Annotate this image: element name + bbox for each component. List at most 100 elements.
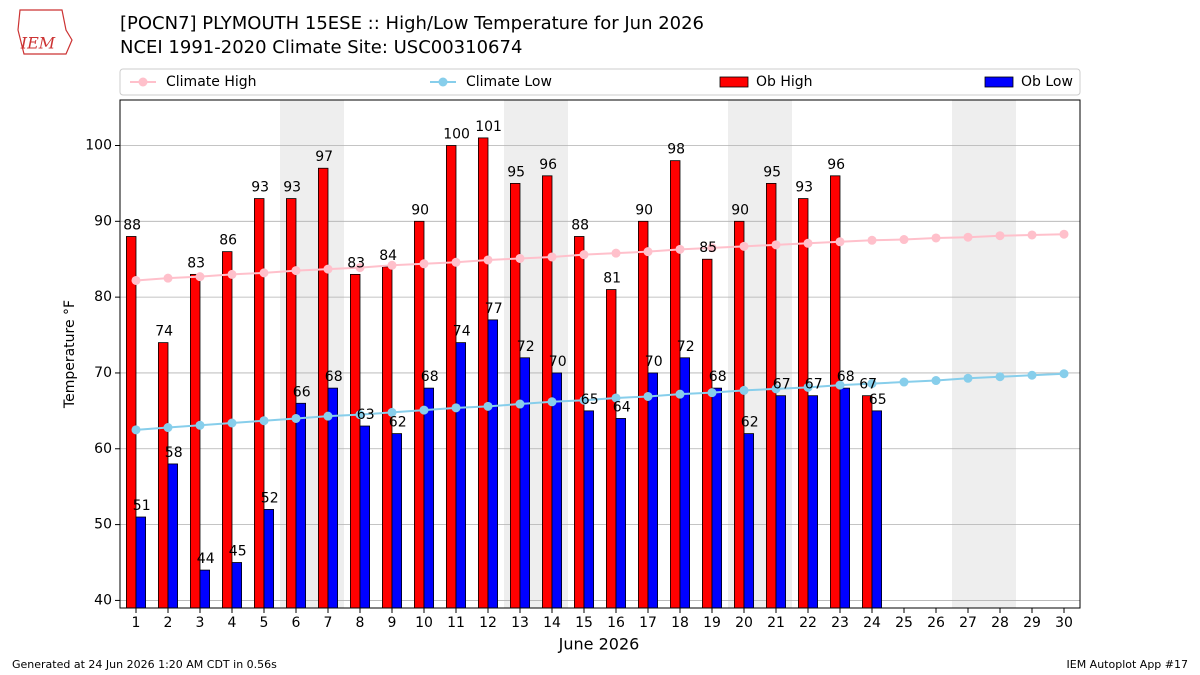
data-label: 83 — [187, 255, 205, 271]
data-label: 67 — [805, 377, 823, 393]
climate-marker — [259, 416, 269, 426]
climate-marker — [963, 232, 973, 242]
climate-marker — [931, 376, 941, 386]
bar — [775, 395, 787, 609]
x-tick-label: 30 — [1055, 615, 1073, 631]
y-tick-label: 70 — [94, 365, 112, 381]
climate-marker — [611, 248, 621, 258]
data-label: 101 — [475, 119, 502, 135]
data-label: 98 — [667, 142, 685, 158]
y-tick-label: 60 — [94, 441, 112, 457]
bar — [487, 319, 499, 609]
x-tick-label: 10 — [415, 615, 433, 631]
data-label: 86 — [219, 233, 237, 249]
bar — [135, 516, 147, 609]
climate-marker — [483, 401, 493, 411]
data-label: 84 — [379, 248, 397, 264]
climate-marker — [451, 257, 461, 267]
climate-marker — [867, 235, 877, 245]
y-tick-label: 90 — [94, 213, 112, 229]
climate-marker — [291, 266, 301, 276]
climate-marker — [995, 372, 1005, 382]
x-axis-label: June 2026 — [558, 635, 640, 654]
data-label: 45 — [229, 544, 247, 560]
legend-marker — [438, 77, 448, 87]
climate-marker — [163, 273, 173, 283]
data-label: 70 — [549, 354, 567, 370]
data-label: 95 — [507, 164, 525, 180]
bar — [519, 357, 531, 609]
climate-marker — [803, 382, 813, 392]
data-label: 58 — [165, 445, 183, 461]
climate-marker — [675, 389, 685, 399]
logo-outline — [17, 9, 73, 55]
x-tick-label: 23 — [831, 615, 849, 631]
bar — [839, 387, 851, 609]
y-tick-label: 100 — [85, 137, 112, 153]
y-tick-label: 40 — [94, 592, 112, 608]
data-label: 68 — [421, 369, 439, 385]
x-tick-label: 28 — [991, 615, 1009, 631]
legend-label: Ob Low — [1021, 74, 1073, 90]
data-label: 83 — [347, 255, 365, 271]
climate-marker — [419, 405, 429, 415]
footer-left: Generated at 24 Jun 2026 1:20 AM CDT in … — [12, 658, 277, 671]
x-tick-label: 12 — [479, 615, 497, 631]
legend-swatch — [984, 76, 1014, 88]
data-label: 64 — [613, 399, 631, 415]
data-label: 90 — [635, 202, 653, 218]
bar — [157, 342, 169, 609]
climate-marker — [963, 373, 973, 383]
climate-marker — [227, 269, 237, 279]
climate-marker — [707, 243, 717, 253]
logo: IEM — [17, 9, 73, 55]
climate-marker — [195, 420, 205, 430]
legend-label: Climate High — [166, 74, 257, 90]
climate-marker — [163, 423, 173, 433]
data-label: 62 — [389, 415, 407, 431]
climate-marker — [291, 413, 301, 423]
climate-marker — [899, 235, 909, 245]
data-label: 52 — [261, 490, 279, 506]
x-tick-label: 17 — [639, 615, 657, 631]
climate-marker — [835, 380, 845, 390]
data-label: 90 — [411, 202, 429, 218]
climate-marker — [259, 268, 269, 278]
x-tick-label: 18 — [671, 615, 689, 631]
climate-marker — [195, 272, 205, 282]
data-label: 96 — [827, 157, 845, 173]
bar — [231, 562, 243, 609]
bar — [583, 410, 595, 609]
climate-marker — [323, 264, 333, 274]
bar — [391, 433, 403, 609]
climate-marker — [1027, 370, 1037, 380]
climate-marker — [1059, 369, 1069, 379]
climate-marker — [835, 237, 845, 247]
climate-marker — [739, 385, 749, 395]
bar — [327, 387, 339, 609]
x-tick-label: 16 — [607, 615, 625, 631]
data-label: 44 — [197, 551, 215, 567]
climate-marker — [227, 418, 237, 428]
footer-right: IEM Autoplot App #17 — [1067, 658, 1189, 671]
data-label: 70 — [645, 354, 663, 370]
legend-label: Climate Low — [466, 74, 552, 90]
climate-marker — [1027, 230, 1037, 240]
data-label: 63 — [357, 407, 375, 423]
x-tick-label: 15 — [575, 615, 593, 631]
data-label: 90 — [731, 202, 749, 218]
climate-marker — [355, 263, 365, 273]
data-label: 95 — [763, 164, 781, 180]
climate-marker — [803, 238, 813, 248]
data-label: 65 — [581, 392, 599, 408]
climate-marker — [515, 253, 525, 263]
bar — [711, 387, 723, 609]
climate-line — [135, 233, 1065, 282]
bar — [317, 167, 329, 609]
climate-marker — [611, 393, 621, 403]
x-tick-label: 1 — [132, 615, 141, 631]
x-tick-label: 20 — [735, 615, 753, 631]
x-tick-label: 19 — [703, 615, 721, 631]
climate-marker — [579, 395, 589, 405]
bar — [413, 220, 425, 609]
